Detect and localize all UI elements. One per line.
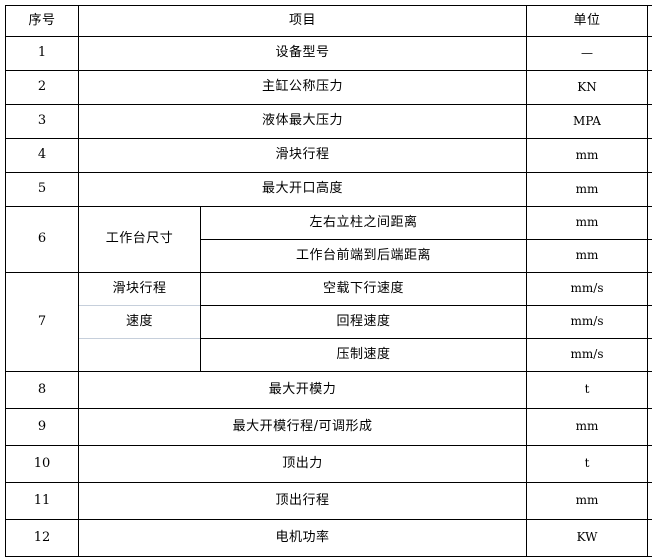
cell-no: 1 (6, 37, 79, 71)
cell-value: 160 (648, 446, 652, 483)
cell-item: 压制速度 (201, 339, 527, 372)
table-row: 5 最大开口高度 mm 3600 (6, 173, 652, 207)
cell-item: 最大开模力 (79, 372, 527, 409)
cell-item: 工作台前端到后端距离 (201, 240, 527, 273)
table-row-group-7: 7 滑块行程 速度 空载下行速度 mm/s 150-200 (6, 273, 652, 306)
cell-unit: t (527, 372, 648, 409)
cell-item: 顶出力 (79, 446, 527, 483)
cell-group-label-1: 滑块行程 (79, 273, 200, 305)
cell-unit: mm/s (527, 273, 648, 306)
header-cell-unit: 单位 (527, 6, 648, 37)
cell-value: 2200 (648, 240, 652, 273)
table-row: 3 液体最大压力 MPA 25 (6, 105, 652, 139)
cell-no: 12 (6, 520, 79, 557)
table-row-group-6: 6 工作台尺寸 左右立柱之间距离 mm 3500 (6, 207, 652, 240)
table-row: 8 最大开模力 t 250*2 (6, 372, 652, 409)
spec-table-container: 序号 项目 单位 参数 1 设备型号 — 2000T 2 主缸公称压力 KN 2… (5, 5, 646, 557)
cell-item: 滑块行程 (79, 139, 527, 173)
cell-unit: t (527, 446, 648, 483)
cell-value: 52*2 (648, 520, 652, 557)
cell-item: 顶出行程 (79, 483, 527, 520)
header-cell-item: 项目 (79, 6, 527, 37)
table-row: 4 滑块行程 mm 2500 (6, 139, 652, 173)
cell-unit: mm (527, 207, 648, 240)
cell-unit: mm (527, 483, 648, 520)
cell-item: 左右立柱之间距离 (201, 207, 527, 240)
cell-value: 350 (648, 483, 652, 520)
cell-unit: mm/s (527, 339, 648, 372)
cell-unit: mm/s (527, 306, 648, 339)
cell-item: 液体最大压力 (79, 105, 527, 139)
table-row: 12 电机功率 KW 52*2 (6, 520, 652, 557)
cell-item: 空载下行速度 (201, 273, 527, 306)
cell-no: 11 (6, 483, 79, 520)
cell-item: 主缸公称压力 (79, 71, 527, 105)
cell-value: 150-200 (648, 273, 652, 306)
cell-unit: KN (527, 71, 648, 105)
table-row: 1 设备型号 — 2000T (6, 37, 652, 71)
cell-unit: mm (527, 139, 648, 173)
cell-unit: mm (527, 240, 648, 273)
cell-item: 最大开口高度 (79, 173, 527, 207)
cell-group-label-3 (79, 338, 200, 371)
cell-group-label: 工作台尺寸 (79, 207, 201, 273)
cell-value: 3600 (648, 173, 652, 207)
cell-unit: mm (527, 173, 648, 207)
cell-group-label-stack: 滑块行程 速度 (79, 273, 201, 372)
table-row: 11 顶出行程 mm 350 (6, 483, 652, 520)
cell-no: 8 (6, 372, 79, 409)
cell-no: 6 (6, 207, 79, 273)
cell-item: 回程速度 (201, 306, 527, 339)
cell-group-label-2: 速度 (79, 305, 200, 338)
table-row: 9 最大开模行程/可调形成 mm 50/300 (6, 409, 652, 446)
cell-value: 120 (648, 306, 652, 339)
cell-no: 4 (6, 139, 79, 173)
cell-no: 5 (6, 173, 79, 207)
cell-no: 3 (6, 105, 79, 139)
cell-item: 电机功率 (79, 520, 527, 557)
cell-unit: mm (527, 409, 648, 446)
cell-value: 50/300 (648, 409, 652, 446)
cell-value: 20000 (648, 71, 652, 105)
cell-value: 2500 (648, 139, 652, 173)
header-cell-value: 参数 (648, 6, 652, 37)
table-row: 2 主缸公称压力 KN 20000 (6, 71, 652, 105)
cell-value: 25 (648, 105, 652, 139)
cell-unit: — (527, 37, 648, 71)
cell-item: 设备型号 (79, 37, 527, 71)
cell-no: 2 (6, 71, 79, 105)
header-cell-no: 序号 (6, 6, 79, 37)
cell-value: 3500 (648, 207, 652, 240)
cell-no: 10 (6, 446, 79, 483)
cell-value: 6—14 (648, 339, 652, 372)
cell-item: 最大开模行程/可调形成 (79, 409, 527, 446)
table-row: 10 顶出力 t 160 (6, 446, 652, 483)
table-header-row: 序号 项目 单位 参数 (6, 6, 652, 37)
cell-value: 2000T (648, 37, 652, 71)
equipment-specification-table: 序号 项目 单位 参数 1 设备型号 — 2000T 2 主缸公称压力 KN 2… (5, 5, 652, 557)
cell-value: 250*2 (648, 372, 652, 409)
cell-unit: KW (527, 520, 648, 557)
cell-no: 7 (6, 273, 79, 372)
cell-unit: MPA (527, 105, 648, 139)
cell-no: 9 (6, 409, 79, 446)
